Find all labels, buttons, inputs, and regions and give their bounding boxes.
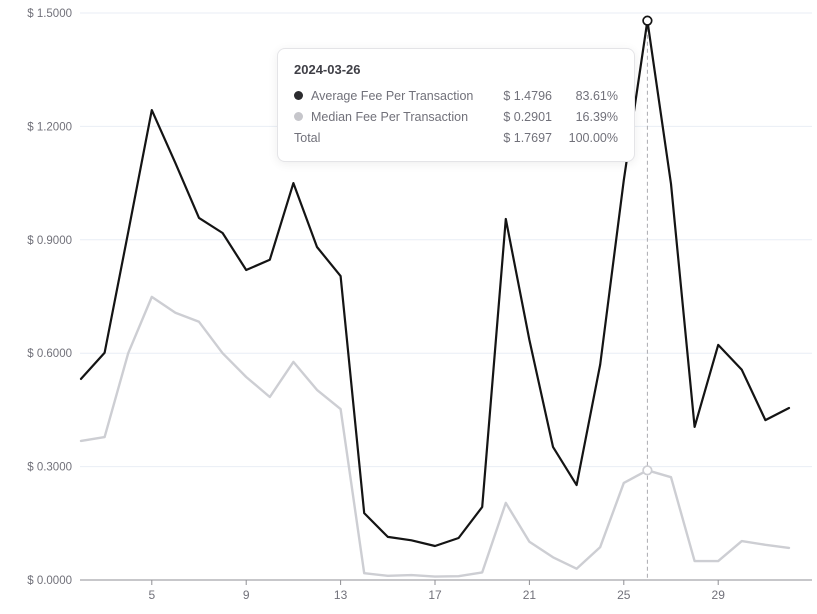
tooltip-average-label: Average Fee Per Transaction (311, 88, 474, 103)
x-axis-tick-label: 13 (334, 588, 348, 602)
median-fee-line[interactable] (79, 295, 791, 578)
median-series-dot-icon (294, 112, 303, 121)
y-axis-tick-label: $ 0.9000 (27, 235, 72, 247)
average-series-dot-icon (294, 91, 303, 100)
x-axis-tick-label: 29 (712, 588, 726, 602)
x-axis-tick-label: 25 (617, 588, 631, 602)
tooltip-row-total: Total $ 1.7697 100.00% (294, 127, 618, 148)
tooltip-total-label: Total (294, 130, 321, 145)
tooltip-median-value: $ 0.2901 (503, 109, 552, 124)
x-axis-tick-label: 21 (523, 588, 537, 602)
median-highlight-marker[interactable] (642, 465, 653, 476)
tooltip-row-average: Average Fee Per Transaction $ 1.4796 83.… (294, 85, 618, 106)
chart-tooltip: 2024-03-26 Average Fee Per Transaction $… (277, 48, 635, 162)
tooltip-row-median: Median Fee Per Transaction $ 0.2901 16.3… (294, 106, 618, 127)
average-fee-line[interactable] (79, 19, 791, 548)
tooltip-average-percent: 83.61% (575, 88, 618, 103)
tooltip-average-value: $ 1.4796 (503, 88, 552, 103)
y-axis-tick-label: $ 0.3000 (27, 462, 72, 474)
y-axis-tick-label: $ 0.0000 (27, 575, 72, 587)
tooltip-total-percent: 100.00% (568, 130, 618, 145)
y-axis-tick-label: $ 1.2000 (27, 121, 72, 133)
y-axis-tick-label: $ 0.6000 (27, 348, 72, 360)
tooltip-date: 2024-03-26 (294, 62, 361, 77)
tooltip-total-value: $ 1.7697 (503, 130, 552, 145)
y-axis-tick-label: $ 1.5000 (27, 8, 72, 20)
x-axis-tick-label: 5 (148, 588, 155, 602)
x-axis-tick-label: 17 (428, 588, 442, 602)
x-axis-tick-label: 9 (243, 588, 250, 602)
tooltip-median-label: Median Fee Per Transaction (311, 109, 469, 124)
average-highlight-marker[interactable] (642, 15, 653, 26)
tooltip-median-percent: 16.39% (575, 109, 618, 124)
